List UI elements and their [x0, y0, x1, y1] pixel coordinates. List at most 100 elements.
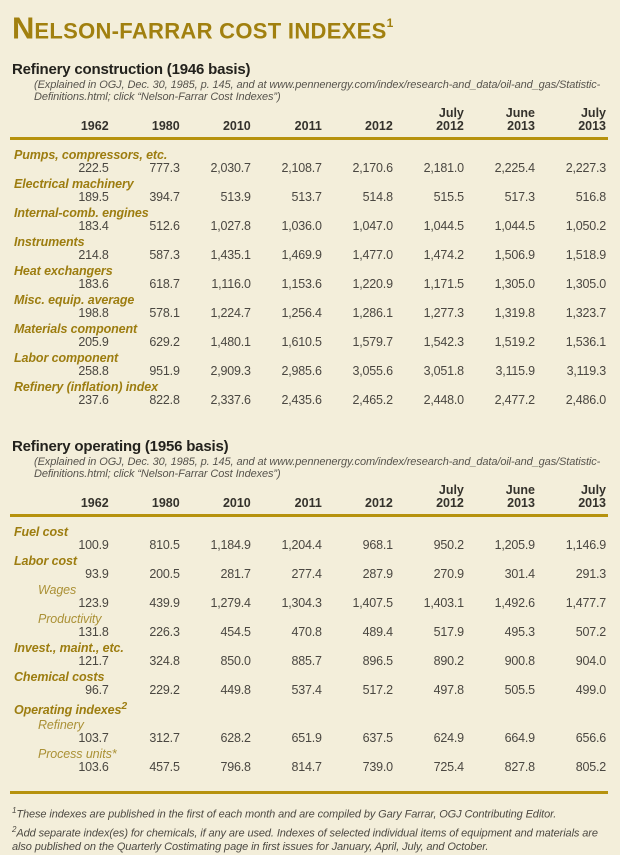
row-label-text: Electrical machinery	[14, 176, 134, 191]
value-cell: 281.7	[220, 566, 251, 581]
value-cell: 517.9	[433, 624, 464, 639]
page-title: NELSON-FARRAR COST INDEXES1	[12, 8, 608, 47]
value-cell: 777.3	[149, 160, 180, 175]
row-label: Instruments	[10, 234, 608, 249]
value-cell: 822.8	[149, 392, 180, 407]
value-cell: 1,153.6	[281, 276, 322, 291]
column-header-month: July	[438, 105, 464, 120]
value-cell: 505.5	[504, 682, 535, 697]
value-cell: 439.9	[149, 595, 180, 610]
row-label-text: Chemical costs	[14, 669, 105, 684]
value-cell: 2,030.7	[210, 160, 251, 175]
column-header-july-2013: July 2013	[536, 105, 608, 140]
row-values: 131.8 226.3 454.5 470.8 489.4 517.9 495.3 507.2	[10, 624, 608, 640]
value-cell: 277.4	[291, 566, 322, 581]
column-header-month: July	[580, 105, 606, 120]
value-cell: 1,323.7	[565, 305, 607, 320]
value-cell: 497.8	[433, 682, 464, 697]
row-values: 100.9 810.5 1,184.9 1,204.4 968.1 950.2 1,205.…	[10, 537, 608, 553]
value-cell: 1,286.1	[352, 305, 394, 320]
row-values: 222.5 777.3 2,030.7 2,108.7 2,170.6 2,181.0 2,…	[10, 160, 608, 176]
value-cell: 270.9	[433, 566, 464, 581]
value-cell: 489.4	[362, 624, 393, 639]
value-cell: 495.3	[504, 624, 535, 639]
value-cell: 537.4	[291, 682, 322, 697]
table-header: 1962 1980 2010 2011 2012 July 2012 June 2013 July…	[10, 482, 608, 517]
value-cell: 1,519.2	[494, 334, 536, 349]
value-cell: 189.5	[78, 189, 109, 204]
row-values: 258.8 951.9 2,909.3 2,985.6 3,055.6 3,051.8 3,…	[10, 363, 608, 379]
value-cell: 664.9	[504, 730, 535, 745]
value-cell: 301.4	[504, 566, 535, 581]
value-cell: 1,492.6	[494, 595, 536, 610]
section-note: (Explained in OGJ, Dec. 30, 1985, p. 145…	[34, 455, 601, 481]
value-cell: 226.3	[149, 624, 180, 639]
value-cell: 637.5	[362, 730, 393, 745]
value-cell: 1,027.8	[210, 218, 251, 233]
value-cell: 3,051.8	[423, 363, 465, 378]
value-cell: 394.7	[149, 189, 180, 204]
value-cell: 900.8	[504, 653, 535, 668]
row-values: 214.8 587.3 1,435.1 1,469.9 1,477.0 1,474.2 1,…	[10, 247, 608, 263]
value-cell: 1,542.3	[423, 334, 465, 349]
row-values: 183.4 512.6 1,027.8 1,036.0 1,047.0 1,044.5 1,…	[10, 218, 608, 234]
value-cell: 1,205.9	[494, 537, 536, 552]
row-label-text: Materials component	[14, 321, 138, 336]
value-cell: 796.8	[220, 759, 251, 774]
section-refinery-construction: Refinery construction (1946 basis) (Expl…	[10, 61, 608, 408]
value-cell: 624.9	[433, 730, 464, 745]
value-cell: 578.1	[149, 305, 180, 320]
value-cell: 514.8	[362, 189, 393, 204]
value-cell: 237.6	[78, 392, 109, 407]
value-cell: 3,055.6	[352, 363, 394, 378]
value-cell: 3,115.9	[495, 363, 536, 378]
column-header-2010: 2010	[181, 106, 253, 140]
value-cell: 885.7	[291, 653, 322, 668]
row-values: 93.9 200.5 281.7 277.4 287.9 270.9 301.4 291.3	[10, 566, 608, 582]
value-cell: 1,469.9	[281, 247, 322, 262]
value-cell: 2,181.0	[423, 160, 465, 175]
value-cell: 517.3	[504, 189, 535, 204]
value-cell: 1,435.1	[210, 247, 251, 262]
value-cell: 2,909.3	[210, 363, 251, 378]
value-cell: 651.9	[291, 730, 322, 745]
title-footnote-marker: 1	[386, 16, 394, 30]
column-header-year: 2013	[578, 118, 606, 133]
value-cell: 850.0	[220, 653, 251, 668]
title-text: ELSON-FARRAR COST INDEXES	[34, 18, 387, 44]
column-header-year: 2011	[294, 118, 322, 133]
row-label-text: Refinery	[38, 717, 84, 732]
value-cell: 258.8	[78, 363, 109, 378]
value-cell: 1,224.7	[210, 305, 251, 320]
row-label: Fuel cost	[10, 515, 608, 539]
column-header-1980: 1980	[110, 483, 182, 517]
footnote-2: 2Add separate index(es) for chemicals, i…	[12, 823, 604, 855]
value-cell: 1,050.2	[565, 218, 607, 233]
value-cell: 810.5	[149, 537, 180, 552]
column-header-1962: 1962	[10, 483, 111, 517]
value-cell: 1,116.0	[211, 276, 251, 291]
value-cell: 2,337.6	[210, 392, 251, 407]
column-header-june-2013: June 2013	[465, 106, 537, 140]
row-label-text: Pumps, compressors, etc.	[14, 147, 168, 162]
value-cell: 1,036.0	[281, 218, 322, 233]
value-cell: 951.9	[149, 363, 180, 378]
column-header-year: 2012	[365, 118, 393, 133]
value-cell: 890.2	[433, 653, 464, 668]
value-cell: 131.8	[78, 624, 109, 639]
value-cell: 3,119.3	[566, 363, 607, 378]
value-cell: 513.9	[220, 189, 251, 204]
column-header-1980: 1980	[110, 106, 182, 140]
column-header-month: July	[580, 482, 606, 497]
value-cell: 183.6	[78, 276, 109, 291]
value-cell: 1,277.3	[423, 305, 465, 320]
row-values: 198.8 578.1 1,224.7 1,256.4 1,286.1 1,277.3 1,…	[10, 305, 608, 321]
value-cell: 656.6	[575, 730, 606, 745]
value-cell: 222.5	[78, 160, 109, 175]
value-cell: 449.8	[220, 682, 251, 697]
row-label: Electrical machinery	[10, 176, 608, 191]
value-cell: 2,448.0	[423, 392, 465, 407]
footnote-2-text: Add separate index(es) for chemicals, if…	[12, 827, 598, 854]
value-cell: 1,204.4	[281, 537, 322, 552]
